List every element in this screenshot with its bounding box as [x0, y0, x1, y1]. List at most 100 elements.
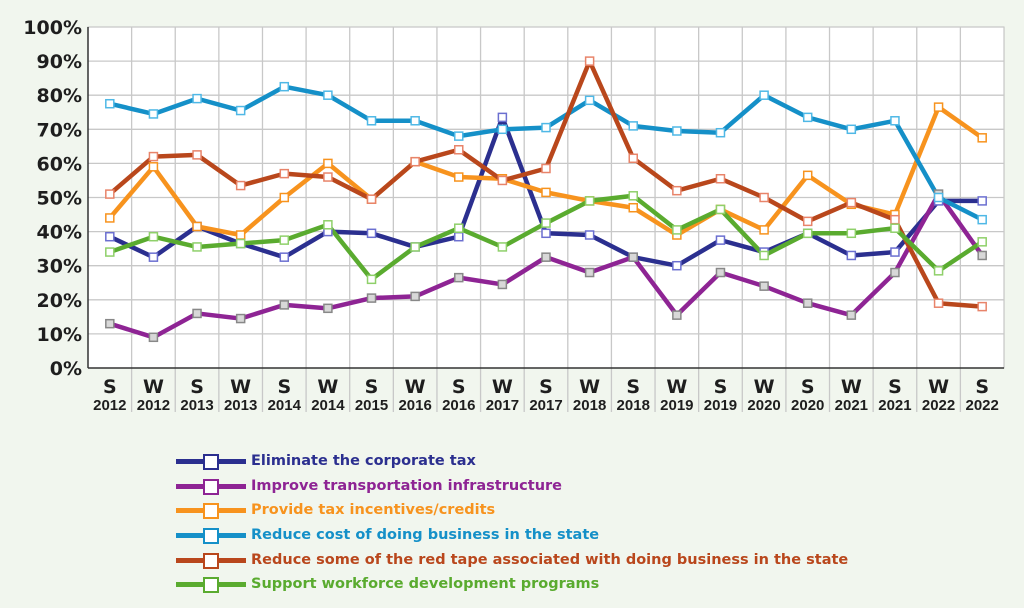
- data-point-5: [148, 231, 159, 242]
- data-point-4: [366, 194, 377, 204]
- data-point-1: [105, 318, 115, 329]
- x-tick-season: S: [626, 376, 640, 398]
- x-tick-year: 2013: [224, 397, 257, 414]
- x-tick-year: 2017: [529, 397, 562, 414]
- x-tick-season: W: [666, 376, 687, 398]
- data-point-1: [279, 300, 290, 310]
- data-point-4: [802, 216, 813, 227]
- x-tick-season: S: [365, 376, 379, 398]
- data-point-5: [279, 235, 290, 245]
- data-point-5: [410, 242, 420, 252]
- data-point-5: [715, 204, 726, 215]
- data-point-5: [933, 266, 944, 276]
- data-point-5: [759, 250, 769, 261]
- data-point-2: [628, 202, 638, 213]
- data-point-0: [105, 231, 115, 242]
- legend-swatch-icon: [176, 574, 246, 594]
- data-point-1: [977, 250, 987, 261]
- y-tick-label: 0%: [50, 358, 82, 380]
- data-point-4: [541, 163, 551, 174]
- data-point-5: [105, 247, 115, 257]
- x-tick-year: 2012: [93, 397, 126, 414]
- x-tick-season: S: [801, 376, 815, 398]
- x-tick-season: W: [317, 376, 338, 398]
- data-point-1: [323, 303, 333, 314]
- data-point-2: [192, 221, 202, 232]
- data-point-2: [541, 187, 551, 198]
- data-point-3: [933, 192, 944, 203]
- data-point-4: [584, 56, 595, 66]
- data-point-3: [148, 109, 159, 119]
- data-point-3: [497, 124, 508, 135]
- x-tick-season: W: [143, 376, 164, 398]
- legend-item: Eliminate the corporate tax: [176, 449, 848, 474]
- legend-label: Provide tax incentives/credits: [251, 502, 496, 519]
- x-tick-season: S: [277, 376, 291, 398]
- data-point-4: [323, 172, 333, 182]
- x-tick-year: 2018: [573, 397, 606, 414]
- data-point-1: [802, 298, 813, 308]
- legend-swatch-icon: [176, 451, 246, 471]
- data-point-4: [715, 173, 726, 184]
- legend-label: Reduce some of the red tape associated w…: [251, 551, 849, 568]
- x-tick-year: 2019: [704, 397, 737, 414]
- data-point-1: [846, 310, 857, 320]
- data-point-1: [497, 279, 508, 290]
- x-tick-year: 2016: [398, 397, 431, 414]
- data-point-4: [279, 168, 290, 179]
- x-tick-season: S: [539, 376, 553, 398]
- data-point-4: [933, 298, 944, 308]
- data-point-2: [148, 162, 159, 172]
- legend-item: Reduce some of the red tape associated w…: [176, 547, 848, 572]
- y-tick-label: 10%: [37, 324, 82, 346]
- legend-item: Support workforce development programs: [176, 572, 848, 597]
- data-point-5: [890, 223, 900, 233]
- data-point-3: [584, 95, 595, 106]
- x-tick-year: 2020: [747, 397, 780, 414]
- y-tick-label: 40%: [37, 222, 82, 244]
- x-tick-year: 2013: [180, 397, 213, 414]
- data-point-2: [933, 102, 944, 112]
- data-point-0: [454, 231, 464, 242]
- x-tick-season: W: [492, 376, 513, 398]
- data-point-3: [192, 93, 202, 104]
- data-point-5: [977, 237, 987, 247]
- y-tick-label: 30%: [37, 256, 82, 278]
- data-point-1: [366, 293, 377, 303]
- data-point-2: [105, 213, 115, 223]
- data-point-3: [759, 90, 769, 100]
- y-tick-label: 20%: [37, 290, 82, 312]
- x-tick-season: S: [888, 376, 902, 398]
- data-point-3: [890, 116, 900, 126]
- data-point-3: [802, 112, 813, 123]
- legend-item: Provide tax incentives/credits: [176, 498, 848, 523]
- y-tick-label: 70%: [37, 119, 82, 141]
- data-point-5: [497, 242, 508, 252]
- data-point-2: [323, 158, 333, 169]
- data-point-0: [584, 230, 595, 240]
- x-tick-season: S: [103, 376, 117, 398]
- data-point-1: [454, 272, 464, 283]
- x-tick-season: W: [754, 376, 775, 398]
- data-point-4: [977, 301, 987, 312]
- line-chart: 0%10%20%30%40%50%60%70%80%90%100%S2012W2…: [23, 17, 1005, 414]
- data-point-3: [846, 124, 857, 135]
- legend-swatch-icon: [176, 500, 246, 520]
- x-tick-year: 2014: [311, 397, 345, 414]
- data-point-5: [323, 220, 333, 230]
- data-point-1: [235, 313, 246, 324]
- data-point-3: [454, 131, 464, 141]
- data-point-1: [759, 281, 769, 291]
- data-point-3: [366, 116, 377, 126]
- x-tick-year: 2022: [966, 397, 999, 414]
- data-point-0: [279, 252, 290, 262]
- data-point-4: [148, 151, 159, 162]
- data-point-3: [279, 81, 290, 92]
- x-tick-season: W: [405, 376, 426, 398]
- data-point-0: [148, 252, 159, 262]
- data-point-2: [454, 172, 464, 182]
- y-tick-label: 60%: [37, 153, 82, 175]
- x-tick-year: 2016: [442, 397, 475, 414]
- x-tick-year: 2019: [660, 397, 693, 414]
- data-point-5: [235, 238, 246, 249]
